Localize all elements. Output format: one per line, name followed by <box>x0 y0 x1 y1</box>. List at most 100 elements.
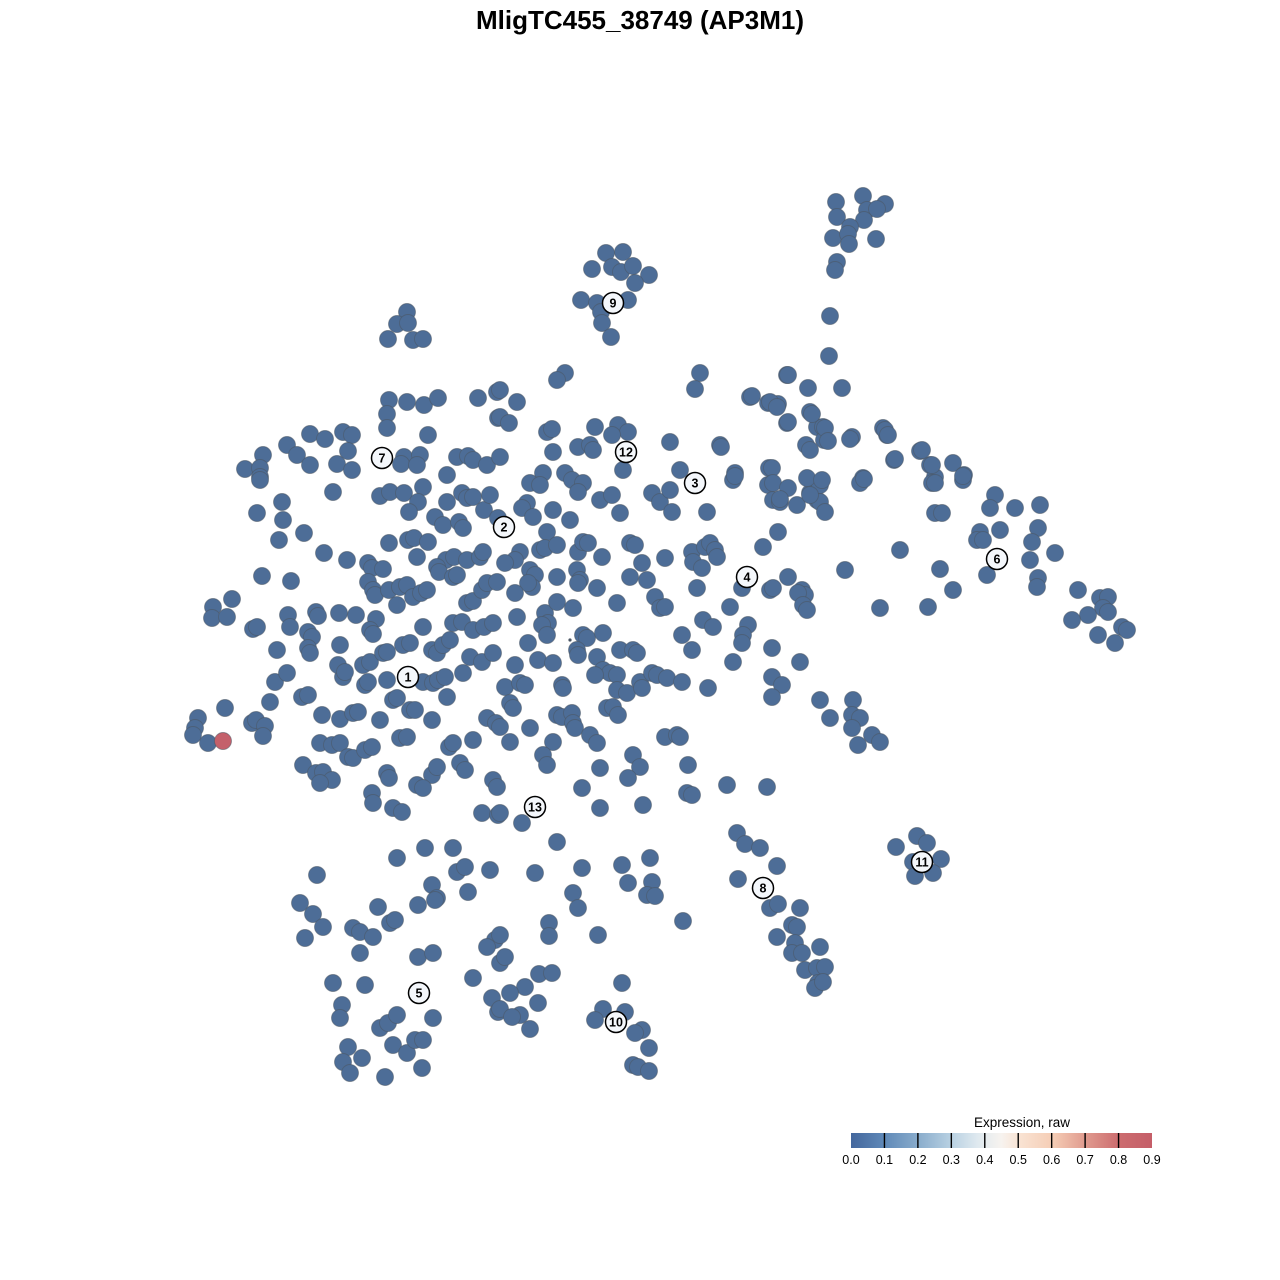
cluster-label-5: 5 <box>407 981 431 1005</box>
scatter-point <box>603 426 621 444</box>
cluster-badge-circle <box>492 515 516 539</box>
scatter-point <box>400 503 418 521</box>
scatter-point <box>791 899 809 917</box>
scatter-point <box>721 598 739 616</box>
scatter-point <box>481 486 499 504</box>
cluster-label-8: 8 <box>751 876 775 900</box>
scatter-point <box>799 379 817 397</box>
scatter-point <box>579 534 597 552</box>
cluster-badge-number: 10 <box>609 1016 623 1030</box>
scatter-point <box>843 719 861 737</box>
scatter-point <box>526 864 544 882</box>
scatter-point <box>768 857 786 875</box>
scatter-point <box>673 626 691 644</box>
cluster-badge-number: 4 <box>744 571 751 585</box>
scatter-point <box>398 728 416 746</box>
scatter-point <box>223 590 241 608</box>
scatter-point <box>603 486 621 504</box>
colorbar-tick-label: 0.0 <box>842 1153 859 1167</box>
scatter-point <box>364 794 382 812</box>
scatter-point <box>491 926 509 944</box>
colorbar-tick-label: 0.5 <box>1010 1153 1027 1167</box>
colorbar-tick-label: 0.4 <box>976 1153 993 1167</box>
scatter-point <box>658 669 676 687</box>
cluster-badge-circle <box>751 876 775 900</box>
scatter-point <box>464 731 482 749</box>
scatter-point <box>763 459 781 477</box>
scatter-point <box>828 208 846 226</box>
scatter-point <box>931 560 949 578</box>
scatter-point <box>833 379 851 397</box>
scatter-point <box>724 653 742 671</box>
scatter-point <box>887 838 905 856</box>
scatter-point <box>384 1036 402 1054</box>
scatter-point <box>506 584 524 602</box>
scatter-point <box>769 895 787 913</box>
scatter-point <box>974 531 992 549</box>
scatter-point <box>203 609 221 627</box>
colorbar-tick-label: 0.2 <box>909 1153 926 1167</box>
scatter-point <box>698 503 716 521</box>
scatter-point <box>419 426 437 444</box>
scatter-points <box>184 187 1136 1086</box>
scatter-point <box>473 804 491 822</box>
scatter-point <box>944 581 962 599</box>
scatter-point <box>371 711 389 729</box>
cluster-badge-number: 2 <box>501 521 508 535</box>
scatter-point <box>1023 533 1041 551</box>
scatter-point <box>434 516 452 534</box>
scatter-point <box>478 938 496 956</box>
scatter-point <box>184 726 202 744</box>
scatter-point <box>827 193 845 211</box>
scatter-point <box>398 393 416 411</box>
scatter-point <box>589 926 607 944</box>
scatter-point <box>496 948 514 966</box>
cluster-badge-number: 9 <box>610 297 617 311</box>
scatter-point <box>414 618 432 636</box>
scatter-point <box>886 450 904 468</box>
scatter-point <box>529 651 547 669</box>
scatter-point <box>584 441 602 459</box>
scatter-point <box>811 938 829 956</box>
scatter-point <box>602 328 620 346</box>
scatter-point <box>1089 626 1107 644</box>
scatter-point <box>1099 603 1117 621</box>
scatter-point <box>578 629 596 647</box>
scatter-point <box>393 803 411 821</box>
scatter-point <box>826 261 844 279</box>
scatter-point <box>506 656 524 674</box>
scatter-point <box>521 1020 539 1038</box>
scatter-point <box>341 1064 359 1082</box>
scatter-point <box>779 413 797 431</box>
scatter-point <box>768 398 786 416</box>
legend-title: Expression, raw <box>974 1115 1070 1130</box>
scatter-point <box>918 834 936 852</box>
scatter-point <box>801 486 819 504</box>
scatter-point <box>295 524 313 542</box>
scatter-point <box>324 974 342 992</box>
scatter-point <box>1069 581 1087 599</box>
scatter-point <box>619 769 637 787</box>
scatter-point <box>428 758 446 776</box>
scatter-point <box>353 1049 371 1067</box>
scatter-point <box>504 699 522 717</box>
scatter-point <box>548 833 566 851</box>
scatter-point <box>788 496 806 514</box>
cluster-badge-number: 8 <box>760 882 767 896</box>
cluster-label-1: 1 <box>396 665 420 689</box>
scatter-point <box>1079 606 1097 624</box>
scatter-point <box>294 756 312 774</box>
scatter-point <box>588 579 606 597</box>
scatter-point <box>248 618 266 636</box>
scatter-point <box>726 467 744 485</box>
scatter-point <box>378 419 396 437</box>
scatter-point <box>634 796 652 814</box>
scatter-point <box>583 260 601 278</box>
scatter-point <box>679 756 697 774</box>
scatter-point <box>736 835 754 853</box>
scatter-point <box>793 944 811 962</box>
scatter-point <box>712 438 730 456</box>
scatter-point <box>478 456 496 474</box>
scatter-point <box>1046 544 1064 562</box>
scatter-point <box>538 626 556 644</box>
